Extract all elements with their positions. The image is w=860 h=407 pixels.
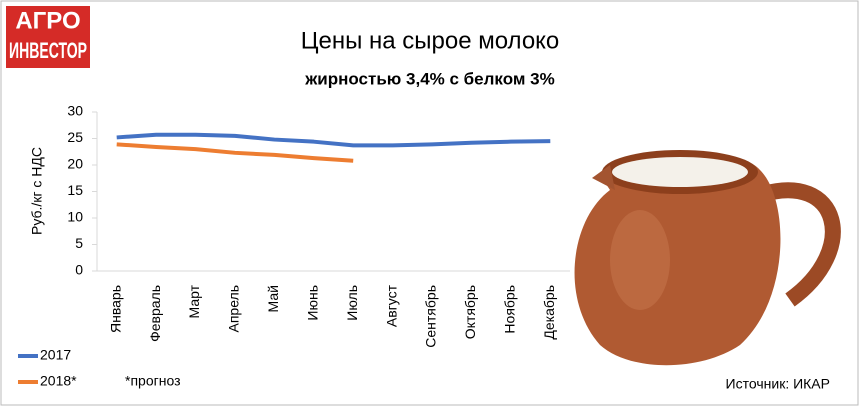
y-axis-label: Руб./кг с НДС xyxy=(29,147,45,235)
note: *прогноз xyxy=(125,373,181,389)
x-tick-label: Март xyxy=(186,284,202,318)
x-tick-label: Апрель xyxy=(226,285,242,333)
chart-title: Цены на сырое молоко xyxy=(301,27,560,54)
y-tick-label: 10 xyxy=(67,209,83,225)
chart-subtitle: жирностью 3,4% с белком 3% xyxy=(304,69,555,88)
legend-label: 2018* xyxy=(40,373,77,389)
source: Источник: ИКАР xyxy=(726,376,830,392)
logo-text: ИНВЕСТОР xyxy=(9,38,87,63)
x-tick-label: Октябрь xyxy=(462,285,478,339)
x-tick-label: Сентябрь xyxy=(423,285,439,348)
logo-box xyxy=(6,6,90,68)
jug-illustration xyxy=(574,150,841,366)
y-tick-label: 30 xyxy=(67,103,83,119)
x-tick-label: Январь xyxy=(107,285,123,333)
y-tick-label: 15 xyxy=(67,182,83,198)
legend-label: 2017 xyxy=(40,347,71,363)
y-tick-label: 5 xyxy=(75,235,83,251)
x-tick-label: Август xyxy=(383,284,399,327)
line-series xyxy=(116,132,551,148)
x-tick-label: Июль xyxy=(344,285,360,321)
x-tick-label: Декабрь xyxy=(541,285,557,340)
x-tick-label: Июнь xyxy=(304,285,320,321)
y-tick-label: 25 xyxy=(67,129,83,145)
x-tick-label: Февраль xyxy=(147,285,163,342)
logo-text: АГРО xyxy=(15,7,80,34)
y-tick-label: 20 xyxy=(67,156,83,172)
x-tick-label: Май xyxy=(265,285,281,312)
y-tick-label: 0 xyxy=(75,262,83,278)
line-series xyxy=(116,142,354,163)
x-tick-label: Ноябрь xyxy=(502,285,518,334)
